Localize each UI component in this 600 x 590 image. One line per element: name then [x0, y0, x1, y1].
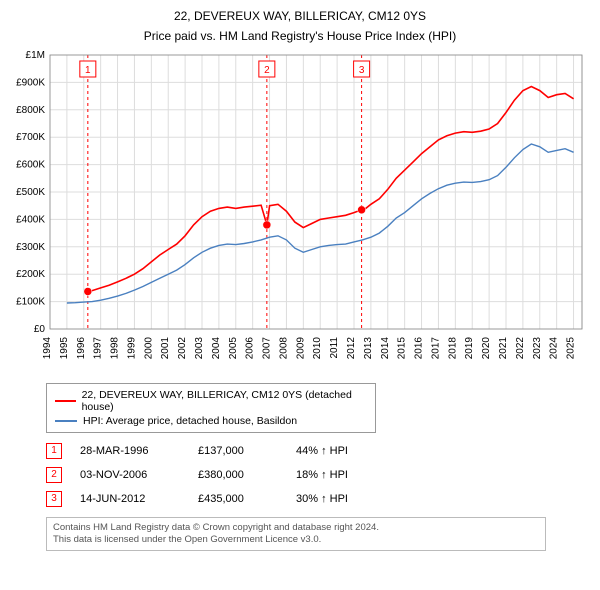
svg-text:2007: 2007 [262, 336, 273, 359]
license-line: This data is licensed under the Open Gov… [53, 534, 539, 546]
svg-text:2015: 2015 [397, 336, 408, 359]
event-diff: 30% ↑ HPI [296, 493, 396, 505]
svg-text:£100K: £100K [16, 296, 45, 307]
svg-text:2004: 2004 [211, 336, 222, 359]
svg-text:£0: £0 [34, 324, 46, 335]
event-price: £137,000 [198, 445, 278, 457]
event-price: £435,000 [198, 493, 278, 505]
svg-text:2019: 2019 [464, 336, 475, 359]
svg-text:£500K: £500K [16, 187, 45, 198]
svg-text:2001: 2001 [160, 336, 171, 359]
line-chart-svg: £0 £100K £200K £300K £400K £500K £600K £700K £80… [8, 49, 588, 379]
svg-text:2: 2 [264, 65, 270, 76]
legend-swatch [55, 420, 77, 422]
event-date: 14-JUN-2012 [80, 493, 180, 505]
license-line: Contains HM Land Registry data © Crown c… [53, 522, 539, 534]
svg-text:2023: 2023 [532, 336, 543, 359]
svg-text:£200K: £200K [16, 269, 45, 280]
event-row: 1 28-MAR-1996 £137,000 44% ↑ HPI [46, 439, 592, 463]
svg-text:2025: 2025 [566, 336, 577, 359]
svg-text:2005: 2005 [228, 336, 239, 359]
event-diff: 44% ↑ HPI [296, 445, 396, 457]
chart-area: £0 £100K £200K £300K £400K £500K £600K £700K £80… [8, 49, 592, 379]
svg-text:2000: 2000 [143, 336, 154, 359]
svg-text:2022: 2022 [515, 336, 526, 359]
event-date: 03-NOV-2006 [80, 469, 180, 481]
svg-text:2012: 2012 [346, 336, 357, 359]
events-table: 1 28-MAR-1996 £137,000 44% ↑ HPI 2 03-NOV-200… [46, 439, 592, 511]
svg-text:1995: 1995 [59, 336, 70, 359]
chart-title: 22, DEVEREUX WAY, BILLERICAY, CM12 0YS [8, 8, 592, 25]
chart-subtitle: Price paid vs. HM Land Registry's House … [8, 29, 592, 43]
svg-text:£1M: £1M [26, 50, 45, 61]
svg-text:1994: 1994 [42, 336, 53, 359]
svg-text:2003: 2003 [194, 336, 205, 359]
svg-text:2006: 2006 [245, 336, 256, 359]
license-notice: Contains HM Land Registry data © Crown c… [46, 517, 546, 552]
svg-text:2014: 2014 [380, 336, 391, 359]
svg-text:2016: 2016 [414, 336, 425, 359]
svg-text:2002: 2002 [177, 336, 188, 359]
svg-text:£800K: £800K [16, 105, 45, 116]
event-diff: 18% ↑ HPI [296, 469, 396, 481]
svg-text:2021: 2021 [498, 336, 509, 359]
event-marker-box: 1 [46, 443, 62, 459]
svg-text:£900K: £900K [16, 77, 45, 88]
event-marker-box: 3 [46, 491, 62, 507]
event-price: £380,000 [198, 469, 278, 481]
svg-text:2013: 2013 [363, 336, 374, 359]
svg-text:£300K: £300K [16, 242, 45, 253]
svg-text:£400K: £400K [16, 214, 45, 225]
svg-text:2008: 2008 [278, 336, 289, 359]
svg-text:2024: 2024 [549, 336, 560, 359]
svg-text:£600K: £600K [16, 159, 45, 170]
svg-text:2011: 2011 [329, 336, 340, 358]
svg-text:1996: 1996 [76, 336, 87, 359]
svg-text:2018: 2018 [447, 336, 458, 359]
legend-label: 22, DEVEREUX WAY, BILLERICAY, CM12 0YS (… [82, 389, 367, 413]
svg-text:1998: 1998 [110, 336, 121, 359]
svg-text:1: 1 [85, 65, 91, 76]
legend: 22, DEVEREUX WAY, BILLERICAY, CM12 0YS (… [46, 383, 376, 433]
event-row: 3 14-JUN-2012 £435,000 30% ↑ HPI [46, 487, 592, 511]
svg-text:2010: 2010 [312, 336, 323, 359]
svg-text:1997: 1997 [93, 336, 104, 359]
svg-text:1999: 1999 [126, 336, 137, 359]
event-marker-box: 2 [46, 467, 62, 483]
svg-text:2009: 2009 [295, 336, 306, 359]
svg-text:3: 3 [359, 65, 365, 76]
legend-item: 22, DEVEREUX WAY, BILLERICAY, CM12 0YS (… [55, 388, 367, 414]
legend-item: HPI: Average price, detached house, Basi… [55, 414, 367, 428]
svg-text:£700K: £700K [16, 132, 45, 143]
legend-swatch [55, 400, 76, 402]
legend-label: HPI: Average price, detached house, Basi… [83, 415, 297, 427]
event-date: 28-MAR-1996 [80, 445, 180, 457]
svg-text:2020: 2020 [481, 336, 492, 359]
svg-text:2017: 2017 [430, 336, 441, 359]
event-row: 2 03-NOV-2006 £380,000 18% ↑ HPI [46, 463, 592, 487]
